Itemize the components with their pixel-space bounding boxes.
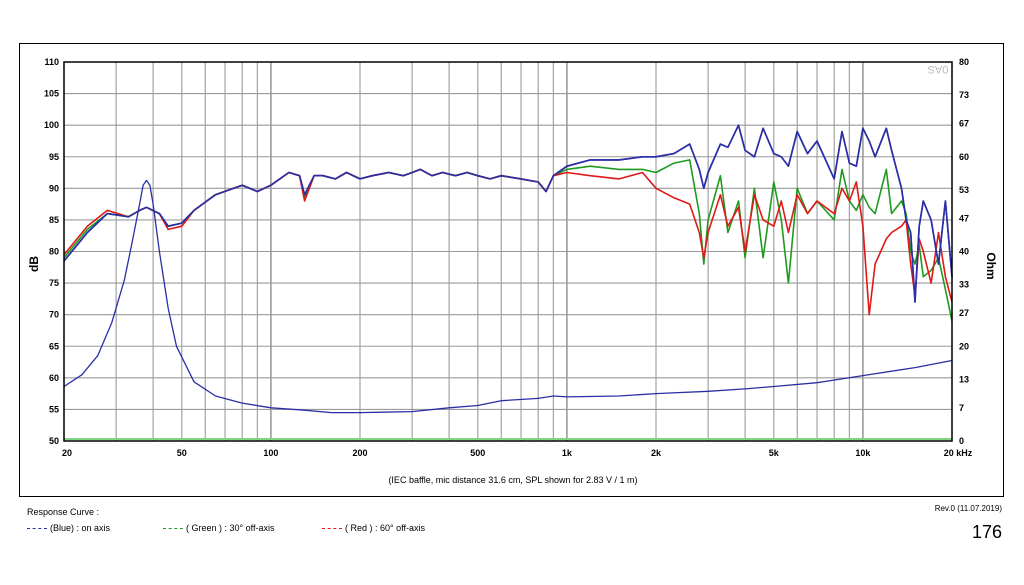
legend-item-blue: (Blue) : on axis (27, 523, 110, 533)
y-tick-label: 65 (49, 341, 59, 351)
series-line-blue-top (63, 124, 953, 303)
series-line-blue (63, 124, 953, 303)
y2-axis-label: Ohm (984, 252, 998, 279)
legend-label-blue: (Blue) : on axis (50, 523, 111, 533)
frequency-response-chart: 20 50 100 200 500 1k 2k 5k 10k 20 kHz505560657075… (27, 57, 998, 485)
x-tick-label: 100 (263, 448, 278, 458)
y-tick-label: 110 (44, 57, 59, 67)
page-number: 176 (971, 522, 1002, 542)
x-tick-label: 10k (855, 448, 871, 458)
y2-tick-label: 80 (959, 57, 969, 67)
corner-mark: 0AS (928, 63, 949, 75)
legend-swatch-blue (27, 527, 47, 529)
measurement-caption: (IEC baffle, mic distance 31.6 cm, SPL s… (388, 475, 637, 485)
y-tick-label: 105 (44, 89, 59, 99)
y2-tick-label: 73 (959, 90, 969, 100)
y-tick-label: 60 (49, 373, 59, 383)
y-tick-label: 50 (49, 436, 59, 446)
y2-tick-label: 0 (959, 436, 964, 446)
legend-label-red: ( Red ) : 60° off-axis (345, 523, 425, 533)
x-tick-label: 200 (352, 448, 367, 458)
legend-swatch-green (163, 527, 183, 529)
x-tick-label: 5k (769, 448, 780, 458)
x-tick-label: 20 (62, 448, 72, 458)
legend-label-green: ( Green ) : 30° off-axis (186, 523, 275, 533)
x-tick-label: 50 (177, 448, 187, 458)
y-tick-label: 75 (49, 278, 59, 288)
y2-tick-label: 67 (959, 119, 969, 129)
y-axis-label: dB (27, 256, 41, 272)
y2-tick-label: 7 (959, 403, 964, 413)
x-tick-label: 2k (651, 448, 662, 458)
y-tick-label: 90 (49, 183, 59, 193)
y-tick-label: 85 (49, 215, 59, 225)
y2-tick-label: 20 (959, 341, 969, 351)
series-line-red (63, 168, 953, 316)
y2-tick-label: 47 (959, 213, 969, 223)
y2-tick-label: 27 (959, 308, 969, 318)
legend-item-red: ( Red ) : 60° off-axis (322, 523, 425, 533)
legend-swatch-red (322, 527, 342, 529)
y2-tick-label: 33 (959, 280, 969, 290)
series-line-green (63, 159, 953, 322)
legend-title: Response Curve : (27, 507, 100, 517)
y2-tick-label: 60 (959, 152, 969, 162)
chart-frame: 20 50 100 200 500 1k 2k 5k 10k 20 kHz 50 55 60 65 70 75… (19, 43, 1004, 497)
revision-note: Rev.0 (11.07.2019) (934, 504, 1002, 513)
x-tick-label: 500 (470, 448, 485, 458)
y-tick-label: 70 (49, 310, 59, 320)
y2-tick-label: 40 (959, 247, 969, 257)
y-tick-label: 95 (49, 152, 59, 162)
y-tick-label: 80 (49, 247, 59, 257)
y-tick-label: 55 (49, 404, 59, 414)
impedance-curve (63, 179, 953, 414)
y2-tick-label: 53 (959, 185, 969, 195)
plot-area-border (63, 61, 953, 442)
y-tick-label: 100 (44, 120, 59, 130)
x-tick-label: 20 kHz (944, 448, 973, 458)
y2-tick-label: 13 (959, 374, 969, 384)
x-tick-label: 1k (562, 448, 573, 458)
legend-item-green: ( Green ) : 30° off-axis (163, 523, 274, 533)
